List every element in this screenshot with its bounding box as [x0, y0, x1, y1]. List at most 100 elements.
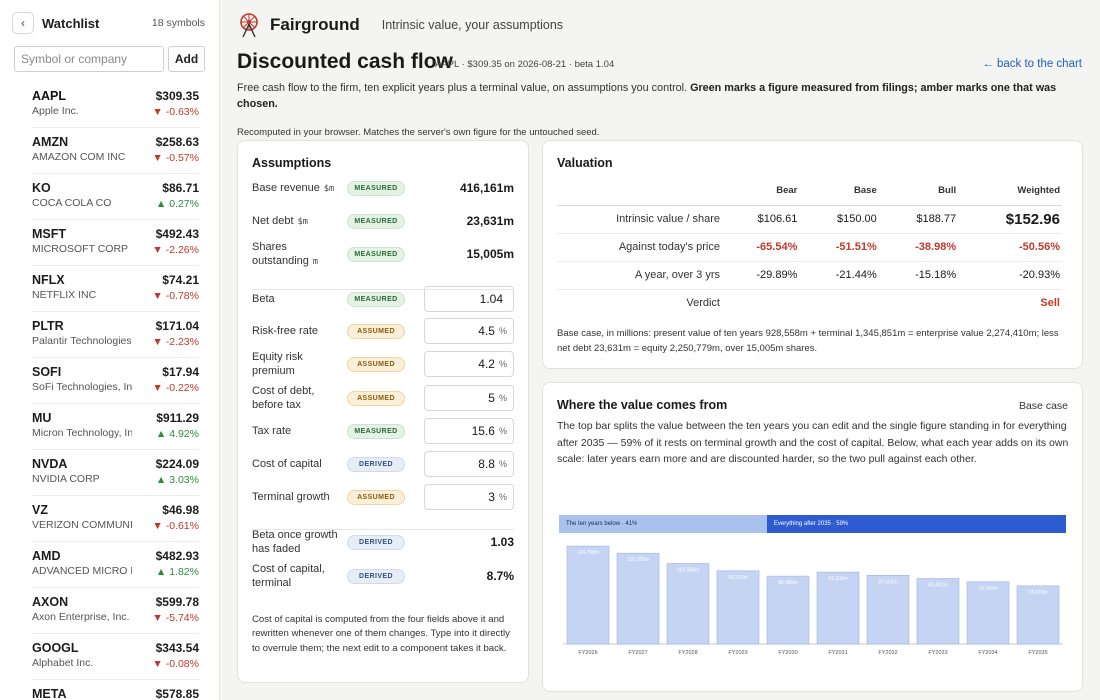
assumption-name: Shares outstanding — [252, 240, 309, 267]
provenance-badge: ASSUMED — [347, 356, 405, 372]
assumption-label: Net debt $m — [252, 214, 347, 229]
company-name: Alphabet Inc. — [32, 657, 94, 669]
assumption-row: Shares outstanding m MEASURED 15,005m — [252, 239, 514, 269]
year-value-bar[interactable] — [866, 574, 910, 645]
assumptions-title: Assumptions — [252, 156, 332, 170]
company-name: COCA COLA CO — [32, 197, 112, 209]
year-value-bar[interactable] — [816, 571, 860, 645]
watchlist-item[interactable]: GOOGL Alphabet Inc. $343.54 ▼ -0.08% — [32, 634, 199, 680]
last-price: $578.85 — [155, 687, 199, 700]
assumption-input[interactable]: 8.8% — [424, 451, 514, 477]
quote-info: $911.29 ▲ 4.92% — [156, 411, 199, 449]
watchlist-item[interactable]: PLTR Palantir Technologies $171.04 ▼ -2.23% — [32, 312, 199, 358]
ticker-symbol: SOFI — [32, 365, 62, 379]
provenance-badge: MEASURED — [347, 246, 405, 262]
unit-suffix: % — [498, 393, 507, 403]
assumption-label: Beta — [252, 292, 347, 306]
provenance-badge: ASSUMED — [347, 489, 405, 505]
watchlist-item[interactable]: MSFT MICROSOFT CORP $492.43 ▼ -2.26% — [32, 220, 199, 266]
ticker-symbol: AMD — [32, 549, 61, 563]
scenario-header: Base — [799, 177, 879, 206]
unit-suffix: % — [498, 426, 507, 436]
ticker-symbol: PLTR — [32, 319, 64, 333]
bar-value-label: 87,502m — [878, 579, 897, 585]
divider — [252, 289, 514, 290]
year-value-bar[interactable] — [1016, 585, 1060, 645]
scenario-value: -50.56% — [958, 233, 1062, 262]
valuation-card: Valuation Bear Base Bull Weighted Intrinsic… — [542, 140, 1083, 369]
quote-info: $578.85 — [156, 687, 199, 700]
assumption-input[interactable]: 15.6% — [424, 418, 514, 444]
scenario-value — [720, 289, 799, 317]
symbol-info: META — [32, 687, 132, 700]
ticker-symbol: NVDA — [32, 457, 68, 471]
year-value-bar[interactable] — [616, 552, 660, 645]
assumption-row: Net debt $m MEASURED 23,631m — [252, 206, 514, 236]
ticker-symbol: NFLX — [32, 273, 65, 287]
watchlist-item[interactable]: NVDA NVIDIA CORP $224.09 ▲ 3.03% — [32, 450, 199, 496]
year-value-bar[interactable] — [966, 581, 1010, 645]
add-symbol-button[interactable]: Add — [168, 46, 205, 72]
valuation-title: Valuation — [557, 156, 613, 170]
case-label[interactable]: Base case — [1018, 400, 1068, 412]
watchlist-item[interactable]: VZ VERIZON COMMUNICATIONS $46.98 ▼ -0.61% — [32, 496, 199, 542]
assumption-input[interactable]: 5% — [424, 385, 514, 411]
quote-info: $343.54 ▼ -0.08% — [152, 641, 199, 679]
value-split-bar: The ten years below · 41% Everything aft… — [559, 515, 1066, 533]
provenance-badge: MEASURED — [347, 213, 405, 229]
unit-suffix: % — [498, 359, 507, 369]
quote-info: $309.35 ▼ -0.63% — [152, 89, 199, 127]
watchlist-item[interactable]: NFLX NETFLIX INC $74.21 ▼ -0.78% — [32, 266, 199, 312]
year-tick-label: FY2031 — [828, 650, 847, 656]
assumption-input[interactable]: 3% — [424, 484, 514, 510]
quote-info: $599.78 ▼ -5.74% — [152, 595, 199, 633]
last-price: $86.71 — [162, 181, 199, 195]
assumption-name: Beta — [252, 293, 275, 305]
company-name: VERIZON COMMUNICATIONS — [32, 519, 132, 531]
year-tick-label: FY2026 — [578, 650, 597, 656]
assumption-input[interactable]: 4.2% — [424, 351, 514, 377]
watchlist-item[interactable]: AMZN AMAZON COM INC $258.63 ▼ -0.57% — [32, 128, 199, 174]
page-description: Free cash flow to the firm, ten explicit… — [237, 80, 1087, 112]
assumption-input[interactable]: 4.5% — [424, 318, 514, 344]
scenario-header: Bull — [878, 177, 959, 206]
year-value-bar[interactable] — [566, 545, 610, 645]
back-to-chart-link[interactable]: ← back to the chart — [982, 58, 1082, 70]
watchlist-item[interactable]: KO COCA COLA CO $86.71 ▲ 0.27% — [32, 174, 199, 220]
year-value-bar[interactable] — [666, 563, 710, 645]
value-source-title: Where the value comes from — [557, 398, 728, 412]
watchlist-item[interactable]: META $578.85 — [32, 680, 199, 700]
bar-value-label: 79,242m — [978, 586, 997, 592]
assumption-row: Terminal growth ASSUMED 3% — [252, 482, 514, 512]
assumption-input[interactable]: 1.04 — [424, 286, 514, 312]
scenario-value: -15.18% — [878, 261, 959, 290]
quote-info: $86.71 ▲ 0.27% — [156, 181, 199, 219]
scenario-value: -29.89% — [720, 261, 800, 290]
symbol-info: MU Micron Technology, Inc. — [32, 411, 132, 449]
symbol-info: AMZN AMAZON COM INC — [32, 135, 132, 173]
ticker-symbol: AMZN — [32, 135, 69, 149]
ticker-symbol: AXON — [32, 595, 69, 609]
bar-value-label: 83,481m — [928, 583, 947, 589]
scenario-header: Bear — [720, 177, 800, 206]
year-value-bar[interactable] — [916, 578, 960, 645]
price-change: ▲ 0.27% — [155, 198, 199, 210]
price-change: ▼ -0.63% — [152, 106, 199, 118]
scenario-value: -21.44% — [799, 261, 879, 290]
watchlist-item[interactable]: AMD ADVANCED MICRO DEVICES $482.93 ▲ 1.82% — [32, 542, 199, 588]
year-tick-label: FY2029 — [728, 650, 747, 656]
year-value-bar[interactable] — [716, 570, 760, 645]
year-tick-label: FY2030 — [778, 650, 797, 656]
valuation-row: Verdict Sell — [557, 289, 1062, 317]
watchlist-item[interactable]: MU Micron Technology, Inc. $911.29 ▲ 4.92% — [32, 404, 199, 450]
scenario-value: $106.61 — [720, 205, 800, 234]
symbol-search-input[interactable] — [14, 46, 164, 72]
watchlist-item[interactable]: AAPL Apple Inc. $309.35 ▼ -0.63% — [32, 82, 199, 128]
collapse-sidebar-button[interactable]: ‹ — [12, 12, 34, 34]
watchlist-item[interactable]: AXON Axon Enterprise, Inc. $599.78 ▼ -5.74% — [32, 588, 199, 634]
chevron-left-icon: ‹ — [21, 16, 25, 30]
year-value-bar[interactable] — [766, 575, 810, 645]
watchlist-item[interactable]: SOFI SoFi Technologies, Inc. $17.94 ▼ -0.22… — [32, 358, 199, 404]
brand-name[interactable]: Fairground — [270, 15, 360, 34]
assumption-label: Terminal growth — [252, 490, 347, 504]
